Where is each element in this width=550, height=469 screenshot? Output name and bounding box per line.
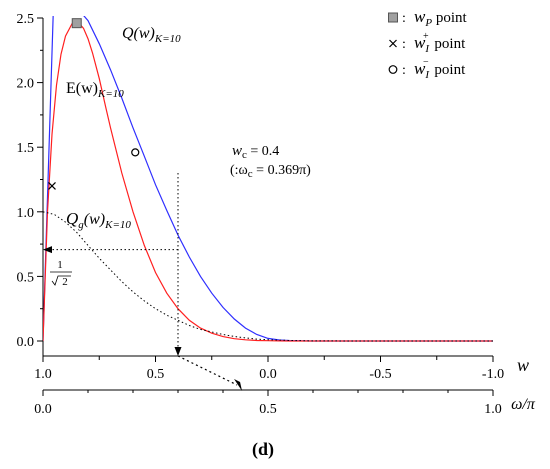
legend-symbol-circle [388,65,398,74]
y-tick-label-4: 2.0 [17,77,35,92]
w-axis-label: w [517,355,529,375]
series-group [43,16,493,342]
legend-symbol-square [388,12,398,23]
y-tick-label-1: 0.5 [17,270,35,285]
w-tick-label-3: -0.5 [369,367,391,382]
omega-c-sub: c [248,168,253,180]
legend-label-2: wI− point [414,57,466,81]
omega-tick-label-2: 1.0 [484,402,502,417]
w-tick-label-2: 0.0 [259,367,277,382]
wc-down-arrow [174,347,182,356]
legend-label-1: wI+ point [414,31,466,55]
y-tick-label-5: 2.5 [17,12,35,27]
omega-c-rest: = 0.369π) [253,163,311,178]
series-label-e: E(w)K=10 [66,80,124,100]
series-label-qg-g: g [78,219,84,231]
sqrt-sign [51,275,71,286]
wc-to-omega-dotted-line [177,355,238,386]
omega-c-arrow [234,379,243,391]
legend-symbol-cross-b [389,39,397,48]
series-label-qg: Qg(w)K=10 [66,209,131,231]
omega-c-open: (:ω [230,163,248,178]
series-label-e-main: E(w) [66,80,98,97]
legend-sub: I [424,43,430,55]
series-line-ewk10 [43,22,493,342]
series-label-qg-main: Q [66,209,78,228]
legend-colon-1: : [402,37,406,52]
half-power-denominator: 2 [62,276,68,288]
markers-group [48,18,140,190]
series-line-qgwk10 [43,211,493,342]
marker-square-wp [71,18,82,29]
w-tick-label-4: -1.0 [482,367,504,382]
legend-label-0: wP point [414,7,467,29]
legend-var: w [414,33,426,52]
y-tick-label-2: 1.0 [17,206,35,221]
omega-tick-label-0: 0.0 [34,402,52,417]
panel-label: (d) [252,439,274,460]
w-tick-label-1: 0.5 [147,367,165,382]
marker-cross-b [48,182,56,190]
annotation-group: wc = 0.4(:ωc = 0.369π)12 [43,143,311,391]
legend-sub: I [424,69,430,81]
series-label-e-sub: K=10 [97,88,124,100]
wc-rest: = 0.4 [247,144,279,159]
legend-colon-2: : [402,63,406,78]
series-label-q-sub: K=10 [154,33,181,45]
legend-var: w [414,59,426,78]
wc-sub: c [242,149,247,161]
legend-text: point [431,62,466,78]
y-tick-label-3: 1.5 [17,141,35,156]
legend-group: : wP point: wI+ point: wI− point [388,7,467,81]
legend-colon-0: : [402,11,406,26]
legend-sup: − [423,57,429,68]
legend-text: point [432,10,467,26]
w-tick-label-0: 1.0 [34,367,52,382]
wc-var: w [232,143,242,159]
omega-tick-label-1: 0.5 [259,402,277,417]
omega-axis-label: ω/π [511,396,536,413]
series-label-q-main: Q(w) [122,25,155,42]
omega-c-value-label: (:ωc = 0.369π) [230,163,311,180]
series-label-qg-sub: K=10 [104,219,131,231]
axes-group: 0.0 0.5 1.0 1.5 2.0 2.5 1.0 0.5 0.0 -0.5 -1.0 w 0.0 0… [17,12,536,417]
legend-sup: + [423,31,429,42]
legend-text: point [431,36,466,52]
half-power-left-arrow [43,246,52,254]
wc-value-label: wc = 0.4 [232,143,279,161]
legend-var: w [414,7,426,26]
series-label-q: Q(w)K=10 [122,25,181,45]
marker-circle-wi-minus [131,148,140,157]
half-power-numerator: 1 [57,259,63,271]
series-label-qg-rest: (w) [84,211,105,228]
y-tick-label-0: 0.0 [17,335,35,350]
legend-sub: P [424,17,432,29]
